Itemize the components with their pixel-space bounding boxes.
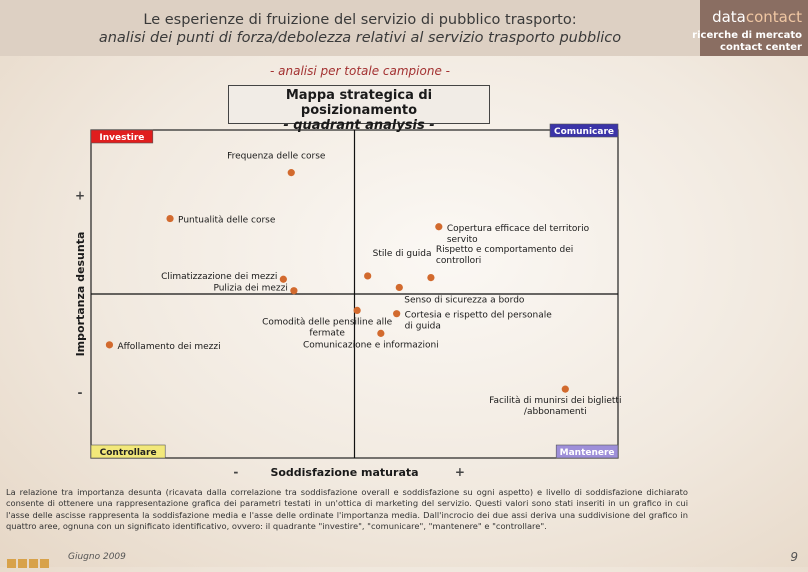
quadrant-box-bottom-left: [90, 444, 166, 459]
quadrant-box-top-right: [549, 123, 619, 138]
data-point: [279, 275, 287, 283]
data-point-label: Comunicazione e informazioni: [303, 340, 439, 350]
data-point: [287, 169, 295, 177]
quadrant-label-bottom-left: Controllare: [100, 448, 157, 458]
data-point: [427, 274, 435, 282]
data-point-label: Comodità delle pensiline alle fermate: [262, 317, 393, 338]
x-axis-minus-sign: -: [233, 465, 238, 479]
data-point-label: Rispetto e comportamento dei controllori: [436, 245, 573, 266]
data-point-label-line: Cortesia e rispetto del personale: [405, 311, 553, 321]
data-point-label-line: Comunicazione e informazioni: [303, 340, 439, 350]
chart-title: Mappa strategica di posizionamento: [285, 88, 433, 118]
page-number: 9: [790, 550, 798, 564]
logo-brand-part1: data: [712, 8, 746, 26]
quadrant-label-bottom-right: Mantenere: [560, 448, 615, 458]
data-point-label-line: Senso di sicurezza a bordo: [404, 295, 525, 305]
data-point-label: Frequenza delle corse: [227, 152, 326, 162]
data-point-label-line: Frequenza delle corse: [227, 152, 326, 162]
quadrant-box-bottom-right: [555, 444, 619, 459]
logo-brand-part2: contact: [745, 8, 802, 26]
page-title-line2: analisi dei punti di forza/debolezza rel…: [98, 30, 622, 46]
data-point: [561, 385, 569, 393]
data-point-label-line: controllori: [436, 256, 481, 266]
y-axis-minus-sign: -: [78, 385, 83, 399]
footer-logo-icon: [7, 553, 51, 572]
y-axis-plus-sign: +: [75, 189, 85, 203]
quadrant-label-top-left: Investire: [99, 133, 144, 143]
logo-brand: datacontact: [712, 8, 802, 26]
data-point-label-line: Affollamento dei mezzi: [117, 342, 220, 352]
data-point-label-line: Climatizzazione dei mezzi: [161, 272, 277, 282]
data-point: [395, 283, 403, 292]
x-axis-plus-sign: +: [455, 465, 465, 479]
data-point-label: Puntualità delle corse: [178, 216, 276, 226]
data-point-label: Copertura efficace del territorio servito: [447, 224, 590, 245]
data-point-label-line: Pulizia dei mezzi: [213, 284, 287, 294]
chart-subtitle: - quadrant analysis -: [283, 118, 435, 133]
data-point-label-line: Puntualità delle corse: [178, 216, 276, 226]
x-axis-title: Soddisfazione maturata: [270, 466, 418, 479]
data-point-label-line: /abbonamenti: [524, 407, 587, 417]
company-logo: datacontact ricerche di mercato contact …: [692, 0, 808, 56]
chart-title-box: Mappa strategica di posizionamento - qua…: [228, 85, 490, 133]
data-point: [364, 272, 372, 280]
data-point: [166, 214, 174, 223]
data-point: [105, 341, 114, 349]
data-point-label-line: fermate: [309, 328, 345, 338]
page-title-line1: Le esperienze di fruizione del servizio …: [143, 12, 577, 28]
data-point-label-line: Stile di guida: [373, 249, 432, 259]
data-point-label-line: di guida: [405, 322, 441, 332]
data-point-label: Facilità di munirsi dei biglietti/abbona…: [489, 396, 621, 417]
data-point-label-line: servito: [447, 235, 478, 245]
data-point: [353, 306, 361, 314]
data-point-label: Climatizzazione dei mezzi: [161, 272, 277, 282]
data-point-label: Cortesia e rispetto del personale di guid…: [405, 311, 553, 332]
data-point: [435, 223, 443, 231]
header-bar: Le esperienze di fruizione del servizio …: [0, 0, 808, 56]
data-point-label: Stile di guida: [373, 249, 432, 259]
y-axis-title: Importanza desunta: [74, 232, 87, 357]
data-point: [377, 329, 385, 337]
data-point-label: Senso di sicurezza a bordo: [404, 295, 525, 305]
data-point-label-line: Rispetto e comportamento dei: [436, 245, 573, 255]
data-point-label: Affollamento dei mezzi: [117, 342, 220, 352]
logo-tagline-2: contact center: [720, 42, 802, 53]
description-paragraph: La relazione tra importanza desunta (ric…: [6, 487, 688, 531]
data-point: [290, 287, 298, 295]
quadrant-label-top-right: Comunicare: [554, 127, 614, 137]
data-point: [393, 310, 401, 318]
data-point-label: Pulizia dei mezzi: [213, 284, 287, 294]
logo-tagline-1: ricerche di mercato: [692, 30, 802, 41]
data-point-label-line: Comodità delle pensiline alle: [262, 317, 393, 327]
data-point-label-line: Copertura efficace del territorio: [447, 224, 590, 234]
data-point-label-line: Facilità di munirsi dei biglietti: [489, 396, 621, 406]
quadrant-box-top-left: [90, 129, 154, 144]
footer-date: Giugno 2009: [68, 552, 126, 562]
sample-subtitle: - analisi per totale campione -: [270, 64, 450, 78]
